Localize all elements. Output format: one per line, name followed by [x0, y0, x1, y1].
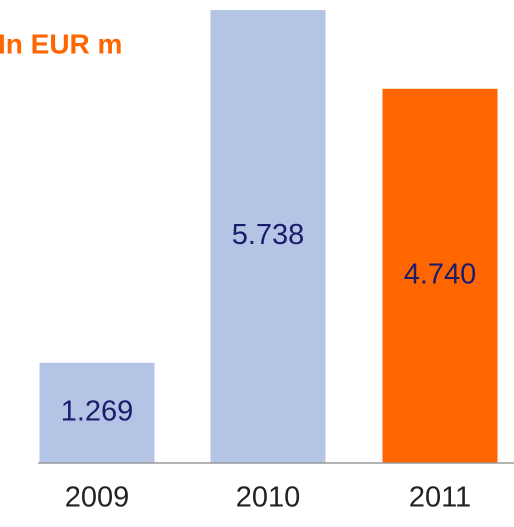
value-label: 4.740 [404, 259, 477, 291]
value-label: 5.738 [232, 219, 305, 251]
x-tick-label: 2009 [65, 482, 130, 514]
bar [210, 10, 326, 463]
bar [382, 88, 498, 463]
x-tick-label: 2011 [409, 482, 471, 514]
chart-title: In EUR m [0, 28, 122, 59]
bar [39, 362, 155, 463]
x-tick-label: 2010 [236, 482, 301, 514]
value-label: 1.269 [61, 396, 134, 428]
